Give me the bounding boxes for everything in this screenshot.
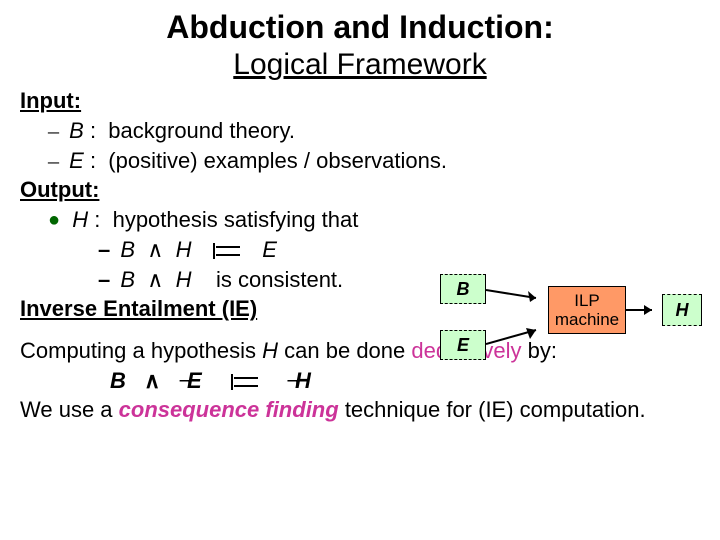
input-desc: (positive) examples / observations.: [108, 148, 447, 173]
b-line3-pre: We use a: [20, 397, 119, 422]
bf-e: E: [187, 368, 204, 393]
bottom-line3: We use a consequence finding technique f…: [20, 395, 700, 425]
f2-b: B: [120, 267, 135, 292]
entails-icon: [228, 372, 262, 392]
diagram-ilp-box: ILP machine: [548, 286, 626, 334]
diagram-b-box: B: [440, 274, 486, 304]
ilp-l2: machine: [555, 311, 619, 330]
arrow-icon: [486, 324, 548, 350]
arrow-icon: [626, 302, 662, 318]
b-line3-post: technique for (IE) computation.: [345, 397, 646, 422]
disk-bullet-icon: ●: [48, 207, 60, 234]
b-line3-cf: consequence finding: [119, 397, 339, 422]
b-line1-pre: Computing a hypothesis: [20, 338, 262, 363]
not-icon: ¬: [286, 368, 295, 393]
f1-b: B: [120, 237, 135, 262]
entails-icon: [210, 241, 244, 261]
b-line1-h: H: [262, 338, 278, 363]
f2-tail: is consistent.: [216, 267, 343, 292]
diagram-e-box: E: [440, 330, 486, 360]
colon: :: [94, 207, 112, 232]
f1-e: E: [262, 237, 277, 262]
f1-h: H: [176, 237, 192, 262]
dash-icon: –: [98, 237, 110, 262]
output-heading: Output:: [20, 175, 700, 205]
bf-b: B: [110, 368, 128, 393]
ilp-l1: ILP: [555, 292, 619, 311]
and-icon: ∧: [147, 237, 163, 262]
not-icon: ¬: [178, 368, 187, 393]
formula-line: – B ∧ H E: [98, 235, 700, 265]
colon: :: [90, 148, 108, 173]
input-heading: Input:: [20, 86, 700, 116]
slide-title: Abduction and Induction:: [20, 8, 700, 46]
ilp-diagram: B E ILP machine H: [440, 268, 710, 378]
slide-subtitle: Logical Framework: [20, 48, 700, 82]
var-e: E: [69, 148, 84, 173]
b-line1-mid: can be done: [284, 338, 411, 363]
colon: :: [90, 118, 108, 143]
dash-icon: –: [98, 267, 110, 292]
endash-icon: –: [48, 148, 59, 173]
diagram-h-box: H: [662, 294, 702, 326]
output-item: ● H : hypothesis satisfying that: [48, 205, 700, 235]
bf-h: H: [295, 368, 313, 393]
arrow-icon: [486, 282, 548, 302]
endash-icon: –: [48, 118, 59, 143]
f2-h: H: [176, 267, 192, 292]
input-item: – E : (positive) examples / observations…: [48, 146, 700, 176]
var-b: B: [69, 118, 84, 143]
output-desc: hypothesis satisfying that: [113, 207, 359, 232]
and-icon: ∧: [144, 368, 162, 393]
input-item: – B : background theory.: [48, 116, 700, 146]
and-icon: ∧: [147, 267, 163, 292]
var-h: H: [72, 207, 88, 232]
input-desc: background theory.: [108, 118, 295, 143]
